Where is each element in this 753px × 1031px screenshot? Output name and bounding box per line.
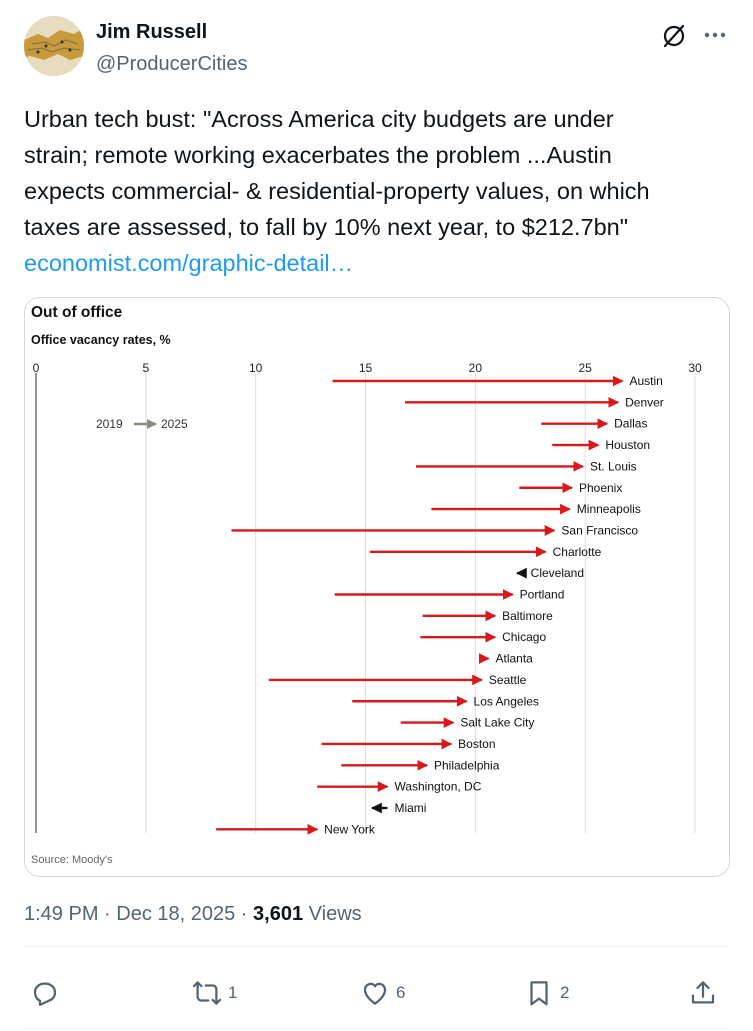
city-label: New York — [324, 822, 376, 836]
retweet-count: 1 — [228, 983, 238, 1002]
like-button[interactable]: 6 — [360, 968, 405, 1018]
avatar[interactable] — [24, 16, 84, 76]
retweet-button[interactable]: 1 — [192, 968, 237, 1018]
more-options-icon[interactable] — [702, 22, 728, 48]
x-tick-label: 30 — [688, 361, 702, 375]
city-label: Salt Lake City — [460, 716, 534, 730]
x-tick-label: 5 — [142, 361, 149, 375]
legend-to: 2025 — [161, 417, 188, 431]
city-label: Austin — [630, 374, 663, 388]
tweet-line: Urban tech bust: "Across America city bu… — [24, 106, 614, 132]
share-button[interactable] — [688, 968, 718, 1018]
chart-arrows: Austin Denver Dallas Houston St. Louis Phoeni… — [216, 374, 664, 836]
chart-image-card[interactable]: Out of office Office vacancy rates, % 0 5… — [24, 297, 730, 877]
divider — [24, 1028, 729, 1029]
x-tick-label: 10 — [249, 361, 263, 375]
tweet-date[interactable]: Dec 18, 2025 — [116, 903, 236, 925]
city-label: Dallas — [614, 417, 647, 431]
x-tick-label: 15 — [359, 361, 373, 375]
chart-subtitle: Office vacancy rates, % — [31, 333, 171, 347]
city-label: Miami — [394, 801, 426, 815]
tweet-meta: 1:49 PM · Dec 18, 2025 · 3,601 Views — [24, 903, 362, 925]
city-label: San Francisco — [561, 523, 638, 537]
tweet-text: Urban tech bust: "Across America city bu… — [24, 101, 714, 281]
share-icon — [691, 981, 715, 1004]
tweet-time[interactable]: 1:49 PM — [24, 903, 99, 925]
author-name[interactable]: Jim Russell — [96, 21, 208, 43]
city-label: Houston — [605, 438, 650, 452]
city-label: Los Angeles — [474, 694, 539, 708]
retweet-icon — [192, 981, 222, 1005]
divider — [24, 946, 729, 947]
chart-legend: 2019 2025 — [96, 417, 188, 431]
article-link[interactable]: economist.com/graphic-detail… — [24, 250, 354, 276]
chart-source: Source: Moody's — [31, 854, 113, 866]
legend-from: 2019 — [96, 417, 123, 431]
grok-icon[interactable] — [660, 22, 688, 50]
x-axis-ticks: 0 5 10 15 20 25 30 — [33, 361, 702, 375]
city-label: Charlotte — [553, 545, 602, 559]
city-label: Cleveland — [531, 566, 584, 580]
vacancy-chart: Out of office Office vacancy rates, % 0 5… — [31, 304, 702, 866]
views-label: Views — [308, 903, 362, 925]
reply-button[interactable] — [30, 968, 66, 1018]
bookmark-icon — [530, 981, 548, 1006]
x-tick-label: 20 — [469, 361, 483, 375]
action-bar: 1 6 2 — [24, 968, 729, 1018]
bookmark-button[interactable]: 2 — [524, 968, 569, 1018]
heart-icon — [363, 982, 387, 1005]
city-label: Portland — [520, 588, 565, 602]
chart-grid — [35, 373, 696, 833]
bookmark-count: 2 — [560, 983, 570, 1002]
tweet-line: expects commercial- & residential-proper… — [24, 178, 650, 204]
x-tick-label: 25 — [578, 361, 592, 375]
city-label: Baltimore — [502, 609, 553, 623]
city-label: Phoenix — [579, 481, 622, 495]
author-handle[interactable]: @ProducerCities — [96, 53, 248, 75]
tweet-line: taxes are assessed, to fall by 10% next … — [24, 214, 629, 240]
like-count: 6 — [396, 983, 406, 1002]
x-tick-label: 0 — [33, 361, 40, 375]
views-count: 3,601 — [253, 903, 304, 925]
city-label: Boston — [458, 737, 495, 751]
city-label: Seattle — [489, 673, 527, 687]
city-label: Minneapolis — [577, 502, 641, 516]
tweet-line: strain; remote working exacerbates the p… — [24, 142, 612, 168]
city-label: Washington, DC — [394, 780, 481, 794]
city-label: Denver — [625, 395, 664, 409]
avatar-map-image — [24, 16, 84, 76]
city-label: Philadelphia — [434, 758, 500, 772]
reply-icon — [33, 982, 57, 1006]
city-label: Atlanta — [496, 652, 534, 666]
city-label: St. Louis — [590, 459, 637, 473]
chart-title: Out of office — [31, 304, 123, 321]
city-label: Chicago — [502, 630, 546, 644]
